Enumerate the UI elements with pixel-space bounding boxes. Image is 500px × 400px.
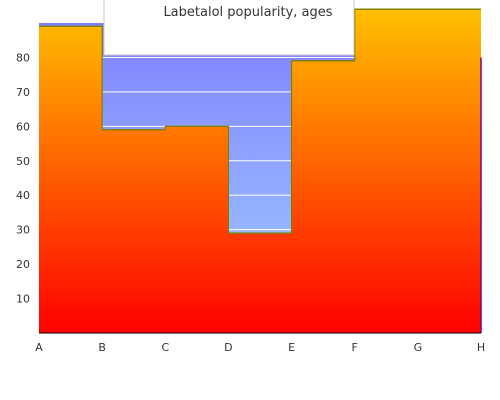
y-tick-label-10: 10 [16, 293, 30, 306]
x-tick-label-B: B [98, 341, 106, 354]
y-tick-label-50: 50 [16, 155, 30, 168]
y-tick-label-70: 70 [16, 86, 30, 99]
chart-title: Labetalol popularity, ages [163, 5, 332, 20]
y-tick-label-80: 80 [16, 51, 30, 64]
chart-title-box [103, 0, 355, 56]
y-tick-label-60: 60 [16, 120, 30, 133]
y-tick-label-40: 40 [16, 189, 30, 202]
y-axis-ticks: 10 20 30 40 50 60 70 80 [16, 51, 30, 305]
y-tick-label-30: 30 [16, 224, 30, 237]
x-tick-label-C: C [161, 341, 169, 354]
x-tick-label-E: E [288, 341, 295, 354]
x-tick-label-G: G [414, 341, 423, 354]
x-tick-label-H: H [477, 341, 485, 354]
area-fill [39, 9, 481, 333]
area-series [39, 8, 482, 333]
y-tick-label-20: 20 [16, 258, 30, 271]
x-axis-ticks: A B C D E F G H [35, 341, 485, 354]
x-tick-label-D: D [224, 341, 232, 354]
x-tick-label-F: F [352, 341, 358, 354]
x-tick-label-A: A [35, 341, 43, 354]
chart-title-group: Labetalol popularity, ages [103, 0, 355, 56]
